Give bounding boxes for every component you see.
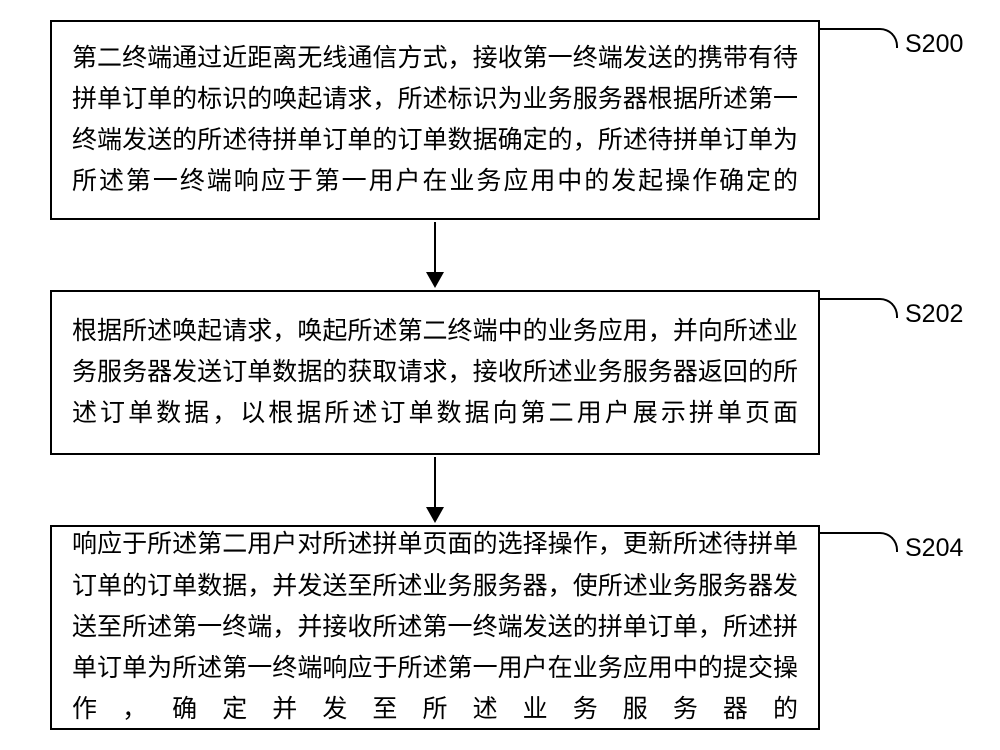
arrow-head-1 [426,272,444,288]
label-connector-s204 [820,532,880,534]
label-connector-s202 [820,298,880,300]
flowchart-container: 第二终端通过近距离无线通信方式，接收第一终端发送的携带有待拼单订单的标识的唤起请… [0,0,1000,750]
step-label-s204: S204 [905,534,963,563]
arrow-head-2 [426,507,444,523]
step-text-s202: 根据所述唤起请求，唤起所述第二终端中的业务应用，并向所述业务服务器发送订单数据的… [72,311,798,435]
step-label-s200: S200 [905,30,963,59]
step-box-s202: 根据所述唤起请求，唤起所述第二终端中的业务应用，并向所述业务服务器发送订单数据的… [50,290,820,455]
label-curve-s202 [878,298,898,318]
step-box-s200: 第二终端通过近距离无线通信方式，接收第一终端发送的携带有待拼单订单的标识的唤起请… [50,20,820,220]
step-box-s204: 响应于所述第二用户对所述拼单页面的选择操作，更新所述待拼单订单的订单数据，并发送… [50,525,820,730]
step-text-s200: 第二终端通过近距离无线通信方式，接收第一终端发送的携带有待拼单订单的标识的唤起请… [72,38,798,203]
arrow-line-2 [434,457,436,507]
step-text-s204: 响应于所述第二用户对所述拼单页面的选择操作，更新所述待拼单订单的订单数据，并发送… [72,524,798,730]
label-curve-s204 [878,532,898,552]
step-label-s202: S202 [905,300,963,329]
label-curve-s200 [878,28,898,48]
arrow-line-1 [434,222,436,272]
label-connector-s200 [820,28,880,30]
